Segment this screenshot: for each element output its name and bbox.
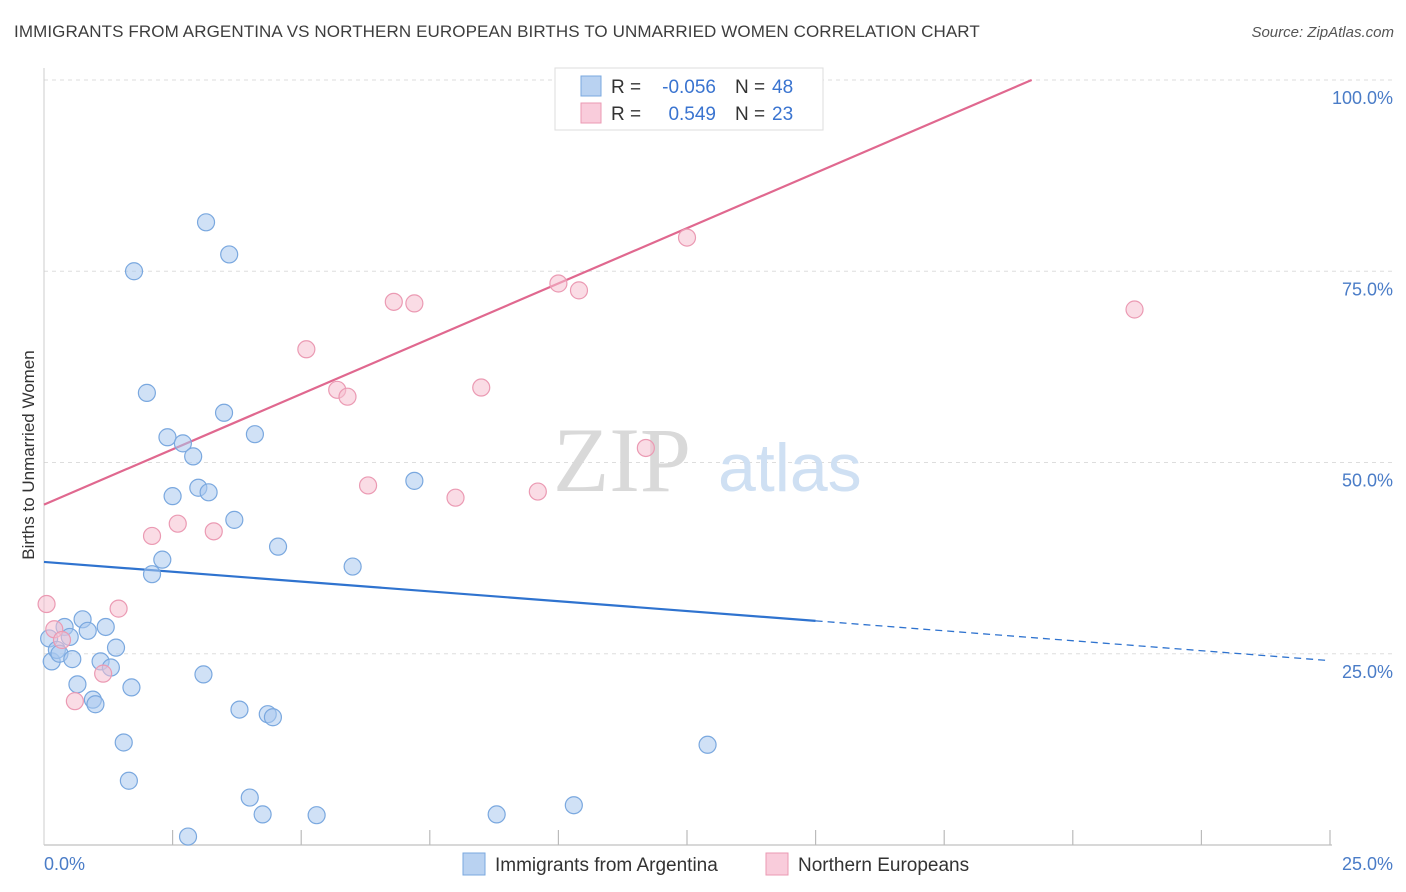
point-argentina	[307, 806, 326, 825]
point-argentina	[184, 447, 203, 466]
point-northern-european	[109, 599, 128, 618]
series-legend-swatch-pink	[765, 852, 789, 876]
point-northern-european	[338, 387, 357, 406]
point-northern-european	[677, 228, 697, 247]
point-argentina	[405, 471, 424, 490]
chart-title: IMMIGRANTS FROM ARGENTINA VS NORTHERN EU…	[14, 22, 980, 41]
point-argentina	[122, 678, 141, 697]
point-argentina	[63, 650, 82, 669]
point-argentina	[124, 262, 144, 281]
point-northern-european	[65, 692, 84, 711]
point-argentina	[487, 805, 506, 824]
watermark-atlas: atlas	[718, 430, 862, 506]
point-argentina	[199, 483, 218, 502]
point-argentina	[253, 805, 272, 824]
point-argentina	[78, 621, 97, 640]
point-northern-european	[528, 482, 547, 501]
point-northern-european	[297, 340, 316, 359]
chart-source: Source: ZipAtlas.com	[1251, 24, 1394, 41]
x-tick-label: 0.0%	[44, 854, 85, 874]
series-legend-swatch-blue	[462, 852, 486, 876]
y-tick-label: 50.0%	[1342, 471, 1393, 491]
trend-line-argentina-extension	[815, 620, 1331, 662]
stats-legend-r-label-pink: R =	[611, 104, 641, 125]
point-northern-european	[569, 281, 589, 300]
stats-legend-swatch-pink	[580, 102, 602, 124]
data-points	[37, 213, 1144, 846]
point-argentina	[230, 700, 249, 719]
point-argentina	[214, 403, 234, 422]
point-northern-european	[405, 294, 424, 313]
point-northern-european	[94, 664, 113, 683]
point-argentina	[153, 550, 172, 569]
point-argentina	[196, 213, 216, 232]
point-argentina	[240, 788, 259, 807]
trend-lines	[43, 78, 1331, 662]
point-northern-european	[549, 274, 568, 293]
point-argentina	[178, 827, 198, 846]
stats-legend: R = -0.056 N = 48 R = 0.549 N = 23	[554, 67, 824, 131]
axes	[43, 68, 1332, 846]
point-argentina	[119, 771, 138, 790]
stats-legend-n-label-pink: N =	[735, 104, 765, 125]
stats-legend-r-label-blue: R =	[611, 77, 641, 98]
point-argentina	[114, 733, 133, 752]
point-argentina	[564, 796, 583, 815]
watermark: ZIP atlas	[553, 409, 862, 511]
point-argentina	[225, 510, 244, 529]
y-tick-label: 75.0%	[1342, 279, 1393, 299]
tick-labels: 25.0% 50.0% 75.0% 100.0% 0.0% 25.0%	[44, 88, 1393, 874]
point-northern-european	[636, 438, 655, 458]
point-argentina	[137, 383, 156, 402]
y-axis-title: Births to Unmarried Women	[19, 350, 38, 559]
point-northern-european	[472, 378, 491, 397]
point-argentina	[263, 708, 283, 727]
trend-line-argentina	[43, 560, 816, 622]
y-tick-label: 25.0%	[1342, 662, 1393, 682]
stats-legend-swatch-blue	[580, 75, 602, 97]
point-argentina	[106, 638, 126, 657]
point-northern-european	[37, 594, 56, 614]
point-argentina	[343, 557, 362, 576]
stats-legend-n-value-blue: 48	[772, 77, 793, 98]
point-argentina	[86, 695, 105, 714]
stats-legend-r-value-pink: 0.549	[668, 104, 716, 125]
stats-legend-r-value-blue: -0.056	[662, 77, 716, 98]
x-tick-label: 25.0%	[1342, 854, 1393, 874]
series-legend: Immigrants from Argentina Northern Europ…	[462, 852, 969, 876]
point-argentina	[68, 675, 87, 694]
point-northern-european	[1125, 300, 1144, 319]
point-argentina	[163, 487, 182, 506]
point-northern-european	[168, 514, 187, 533]
point-argentina	[245, 425, 265, 444]
point-argentina	[96, 617, 115, 637]
series-legend-label-pink: Northern Europeans	[798, 855, 969, 876]
watermark-zip: ZIP	[553, 409, 691, 511]
point-northern-european	[142, 526, 162, 546]
point-northern-european	[358, 476, 378, 495]
point-northern-european	[446, 488, 465, 507]
trend-line-northern-europeans	[43, 78, 1033, 506]
point-argentina	[220, 245, 239, 264]
stats-legend-n-value-pink: 23	[772, 104, 793, 125]
point-argentina	[194, 665, 213, 684]
point-northern-european	[52, 630, 72, 650]
point-argentina	[698, 735, 717, 754]
point-northern-european	[384, 292, 403, 311]
point-argentina	[142, 565, 162, 584]
point-argentina	[268, 537, 288, 556]
point-argentina	[173, 434, 192, 453]
point-northern-european	[204, 522, 223, 541]
stats-legend-n-label-blue: N =	[735, 77, 765, 98]
grid	[44, 79, 1394, 655]
point-argentina	[158, 428, 177, 447]
y-tick-label: 100.0%	[1332, 88, 1393, 108]
series-legend-label-blue: Immigrants from Argentina	[495, 855, 718, 876]
